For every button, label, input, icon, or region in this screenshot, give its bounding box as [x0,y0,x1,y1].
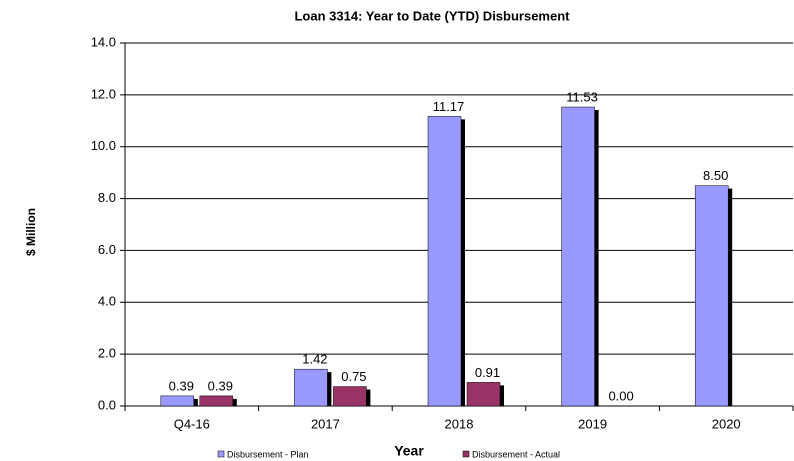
data-label: 0.00 [608,388,633,403]
legend-swatch [217,450,225,458]
data-label: 11.53 [566,89,598,104]
y-tick-label: 10.0 [91,138,116,153]
legend-label: Disbursement - Actual [472,449,560,459]
y-tick-label: 4.0 [98,294,116,309]
legend-swatch [462,450,470,458]
bar [694,185,729,407]
y-axis-title: $ Million [24,208,38,256]
data-label: 0.91 [475,365,500,380]
y-tick-label: 2.0 [98,346,116,361]
data-label: 0.39 [169,378,194,393]
bar [466,382,501,407]
data-label: 0.75 [341,369,366,384]
bar [333,386,367,407]
bar [561,106,595,407]
y-tick-label: 12.0 [91,86,116,101]
y-tick-label: 6.0 [98,242,116,257]
bar [199,395,234,407]
y-tick-label: 14.0 [91,34,116,49]
x-axis-title: Year [394,443,424,459]
x-tick-label: 2018 [445,416,474,431]
bar [160,395,195,407]
chart-title: Loan 3314: Year to Date (YTD) Disburseme… [294,8,570,23]
bar [294,368,328,407]
y-tick-label: 0.0 [98,397,116,412]
x-tick-label: Q4-16 [174,416,210,431]
data-label: 1.42 [302,352,327,367]
x-tick-label: 2020 [712,416,741,431]
x-tick-label: 2017 [311,416,340,431]
data-label: 0.39 [208,378,233,393]
y-tick-label: 8.0 [98,190,116,205]
data-label: 8.50 [703,168,728,183]
legend-label: Disbursement - Plan [227,449,309,459]
x-tick-label: 2019 [578,416,607,431]
data-label: 11.17 [433,99,465,114]
bar [427,116,462,407]
